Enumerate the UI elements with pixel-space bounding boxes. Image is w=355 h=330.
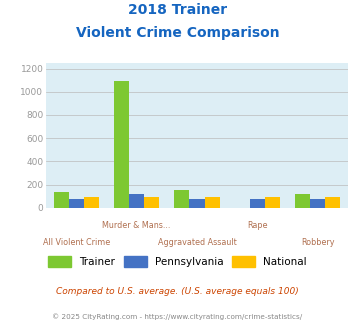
- Bar: [204, 197, 220, 208]
- Text: All Violent Crime: All Violent Crime: [43, 238, 110, 247]
- Bar: [114, 81, 129, 208]
- Text: Murder & Mans...: Murder & Mans...: [103, 221, 171, 230]
- Legend: Trainer, Pennsylvania, National: Trainer, Pennsylvania, National: [45, 253, 310, 270]
- Bar: [310, 199, 325, 208]
- Bar: [190, 199, 204, 208]
- Bar: [250, 199, 265, 208]
- Bar: [144, 197, 159, 208]
- Text: Compared to U.S. average. (U.S. average equals 100): Compared to U.S. average. (U.S. average …: [56, 287, 299, 296]
- Bar: [129, 194, 144, 208]
- Bar: [325, 197, 340, 208]
- Bar: [174, 190, 190, 208]
- Bar: [295, 194, 310, 208]
- Text: 2018 Trainer: 2018 Trainer: [128, 3, 227, 17]
- Bar: [69, 199, 84, 208]
- Text: Aggravated Assault: Aggravated Assault: [158, 238, 236, 247]
- Text: Rape: Rape: [247, 221, 268, 230]
- Bar: [84, 197, 99, 208]
- Text: © 2025 CityRating.com - https://www.cityrating.com/crime-statistics/: © 2025 CityRating.com - https://www.city…: [53, 314, 302, 320]
- Text: Robbery: Robbery: [301, 238, 334, 247]
- Bar: [54, 192, 69, 208]
- Text: Violent Crime Comparison: Violent Crime Comparison: [76, 26, 279, 40]
- Bar: [265, 197, 280, 208]
